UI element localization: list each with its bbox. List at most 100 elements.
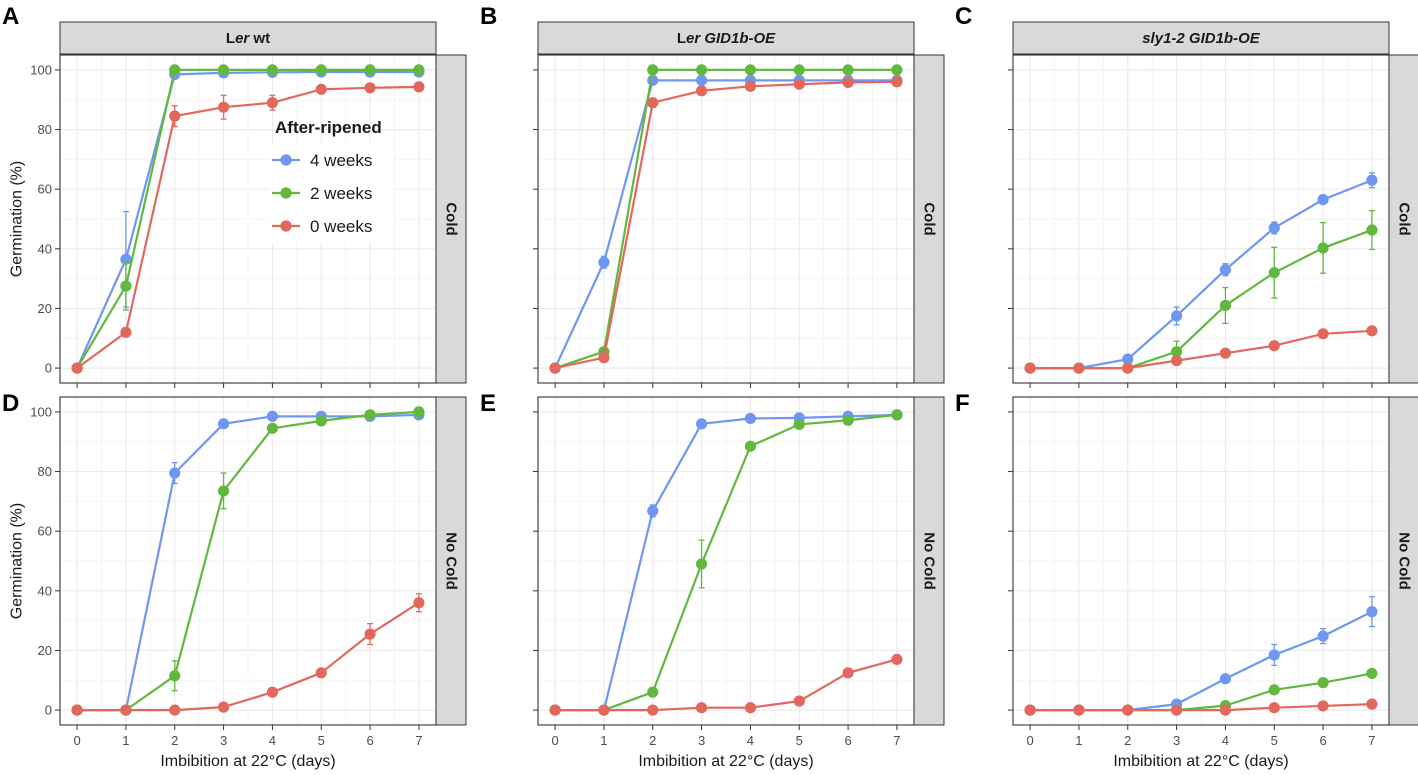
row-strip-label: Cold	[1396, 202, 1413, 235]
data-point	[1170, 355, 1183, 367]
data-point	[695, 74, 708, 86]
series-line-2-weeks	[554, 68, 897, 370]
row-strip	[913, 396, 945, 726]
row-strip-label: Cold	[443, 202, 460, 235]
x-tick-label: 3	[220, 733, 227, 748]
x-axis-title: Imbibition at 22°C (days)	[160, 753, 335, 770]
y-tick-label: 20	[38, 643, 52, 658]
data-point	[1219, 704, 1232, 716]
data-point	[842, 76, 854, 89]
data-point	[364, 64, 376, 76]
data-point	[744, 412, 757, 425]
series-line-0-weeks	[1030, 703, 1372, 712]
x-tick-label: 2	[171, 733, 178, 748]
data-point	[793, 695, 805, 707]
x-tick-label: 1	[1075, 733, 1082, 748]
x-tick-label: 0	[1026, 733, 1033, 748]
data-point	[647, 686, 659, 698]
x-tick-label: 4	[1222, 733, 1229, 748]
y-tick-label: 100	[30, 62, 52, 77]
data-point	[169, 64, 181, 76]
data-point	[120, 326, 132, 338]
data-point	[1317, 700, 1329, 712]
x-tick-label: 6	[844, 733, 851, 748]
data-point	[120, 704, 132, 716]
legend-key-point	[280, 220, 292, 232]
data-point	[413, 597, 425, 609]
data-point	[1317, 328, 1329, 340]
data-point	[1268, 702, 1280, 714]
legend-title: After-ripened	[275, 118, 382, 137]
x-axis-title: Imbibition at 22°C (days)	[1113, 753, 1288, 770]
data-point	[1170, 346, 1183, 358]
data-point	[1317, 242, 1329, 254]
series-line-2-weeks	[76, 68, 419, 369]
x-tick-label: 3	[698, 733, 705, 748]
series-line-0-weeks	[554, 80, 897, 370]
x-tick-label: 7	[893, 733, 900, 748]
data-point	[1317, 677, 1329, 689]
panel-letter: A	[2, 3, 19, 30]
data-point	[1268, 340, 1280, 352]
legend-entry-4-weeks: 4 weeks	[310, 151, 372, 170]
panel-letter: D	[2, 390, 19, 417]
data-point	[1219, 347, 1232, 359]
x-tick-label: 5	[796, 733, 803, 748]
x-tick-label: 5	[318, 733, 325, 748]
data-point	[1268, 684, 1280, 696]
panel-letter: E	[480, 390, 496, 417]
row-strip-label: No Cold	[921, 532, 938, 590]
data-point	[1024, 704, 1036, 716]
data-point	[695, 85, 708, 97]
column-strip	[1012, 21, 1390, 55]
y-tick-label: 100	[30, 404, 52, 419]
data-point	[364, 628, 376, 640]
column-strip-label: Ler wt	[226, 30, 270, 47]
data-point	[71, 704, 83, 716]
panel-letter: F	[955, 390, 970, 417]
x-tick-label: 7	[1368, 733, 1375, 748]
data-point	[1268, 222, 1280, 234]
data-point	[120, 280, 132, 292]
data-point	[315, 64, 327, 76]
data-point	[891, 76, 903, 88]
x-tick-label: 3	[1173, 733, 1180, 748]
data-point	[1366, 606, 1378, 618]
data-point	[413, 81, 425, 93]
y-tick-label: 80	[38, 464, 52, 479]
data-point	[842, 414, 854, 426]
data-point	[315, 415, 327, 427]
x-tick-label: 0	[73, 733, 80, 748]
data-point	[549, 704, 561, 716]
data-point	[169, 110, 181, 122]
series-line-4-weeks	[554, 79, 897, 369]
row-strip-label: Cold	[921, 202, 938, 235]
legend: After-ripened 4 weeks 2 weeks 0 weeks	[270, 118, 394, 243]
row-strip-label: No Cold	[443, 532, 460, 590]
data-point	[217, 485, 230, 497]
data-point	[1366, 224, 1378, 236]
data-point	[1122, 704, 1134, 716]
x-tick-label: 1	[600, 733, 607, 748]
data-point	[217, 101, 230, 113]
row-strip-label: No Cold	[1396, 532, 1413, 590]
y-axis-title: Germination (%)	[9, 503, 26, 619]
data-point	[413, 64, 425, 76]
y-tick-label: 0	[45, 361, 52, 376]
x-tick-label: 5	[1271, 733, 1278, 748]
series-line-4-weeks	[76, 70, 419, 369]
x-axis-title: Imbibition at 22°C (days)	[638, 753, 813, 770]
data-point	[1024, 362, 1036, 374]
data-point	[695, 418, 708, 430]
x-tick-label: 2	[1124, 733, 1131, 748]
data-point	[1170, 704, 1183, 716]
data-point	[266, 410, 279, 422]
data-point	[1219, 299, 1232, 312]
data-point	[647, 505, 659, 517]
series-line-4-weeks	[555, 413, 897, 712]
panel-letter: C	[955, 3, 972, 30]
column-strip	[537, 21, 915, 55]
data-point	[315, 667, 327, 679]
data-point	[1366, 698, 1378, 710]
